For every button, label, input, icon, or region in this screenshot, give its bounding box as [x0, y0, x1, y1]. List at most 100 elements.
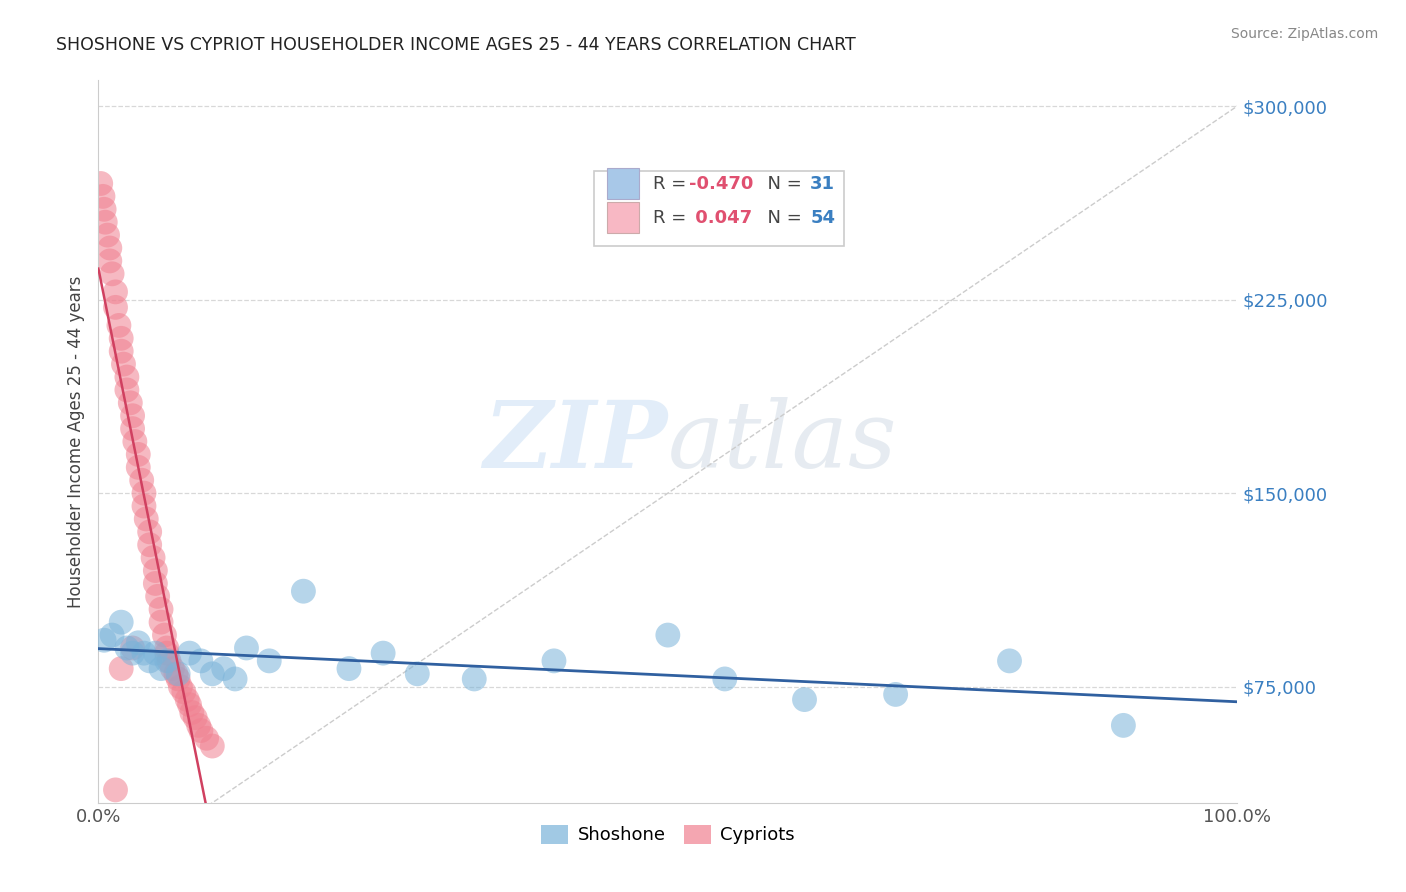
Point — [1112, 718, 1135, 732]
Point — [110, 662, 132, 676]
Point — [101, 628, 124, 642]
Text: R =: R = — [652, 175, 692, 193]
Text: 0.047: 0.047 — [689, 209, 752, 227]
Point — [112, 357, 135, 371]
Point — [153, 628, 176, 642]
Point — [121, 422, 143, 436]
Point — [135, 512, 157, 526]
Point — [127, 460, 149, 475]
Point — [371, 646, 394, 660]
Point — [121, 646, 143, 660]
Point — [108, 318, 131, 333]
Text: atlas: atlas — [668, 397, 897, 486]
Point — [142, 550, 165, 565]
Text: SHOSHONE VS CYPRIOT HOUSEHOLDER INCOME AGES 25 - 44 YEARS CORRELATION CHART: SHOSHONE VS CYPRIOT HOUSEHOLDER INCOME A… — [56, 36, 856, 54]
Point — [179, 646, 201, 660]
Point — [91, 189, 114, 203]
Text: -0.470: -0.470 — [689, 175, 754, 193]
Point — [138, 524, 160, 539]
Point — [179, 698, 201, 712]
Point — [98, 241, 121, 255]
FancyBboxPatch shape — [593, 170, 845, 246]
Point — [127, 447, 149, 461]
Point — [998, 654, 1021, 668]
Point — [150, 662, 173, 676]
Point — [132, 646, 155, 660]
Point — [120, 396, 142, 410]
Point — [150, 602, 173, 616]
Point — [176, 692, 198, 706]
Point — [104, 301, 127, 315]
Point — [543, 654, 565, 668]
Point — [165, 666, 187, 681]
Point — [115, 370, 138, 384]
Point — [173, 685, 195, 699]
Point — [110, 331, 132, 345]
Point — [463, 672, 485, 686]
Point — [110, 615, 132, 630]
Point — [101, 267, 124, 281]
Point — [132, 499, 155, 513]
Point — [212, 662, 235, 676]
Point — [138, 654, 160, 668]
Text: N =: N = — [755, 175, 807, 193]
Point — [156, 646, 179, 660]
Point — [406, 666, 429, 681]
Text: R =: R = — [652, 209, 692, 227]
Point — [127, 636, 149, 650]
Point — [115, 383, 138, 397]
Point — [259, 654, 281, 668]
Point — [793, 692, 815, 706]
Point — [201, 666, 224, 681]
Point — [104, 783, 127, 797]
Point — [180, 706, 202, 720]
Point — [884, 687, 907, 701]
Bar — [607, 202, 640, 233]
Point — [235, 640, 257, 655]
Point — [115, 640, 138, 655]
Point — [124, 434, 146, 449]
Point — [714, 672, 737, 686]
Point — [157, 654, 180, 668]
Text: 31: 31 — [810, 175, 835, 193]
Point — [90, 177, 112, 191]
Point — [131, 473, 153, 487]
Point — [93, 633, 115, 648]
Point — [150, 615, 173, 630]
Point — [145, 564, 167, 578]
Point — [138, 538, 160, 552]
Point — [156, 654, 179, 668]
Point — [169, 680, 191, 694]
Point — [187, 718, 209, 732]
Y-axis label: Householder Income Ages 25 - 44 years: Householder Income Ages 25 - 44 years — [66, 276, 84, 607]
Point — [121, 640, 143, 655]
Text: ZIP: ZIP — [484, 397, 668, 486]
Point — [156, 640, 179, 655]
Point — [145, 646, 167, 660]
Point — [162, 662, 184, 676]
Text: Source: ZipAtlas.com: Source: ZipAtlas.com — [1230, 27, 1378, 41]
Point — [121, 409, 143, 423]
Point — [94, 215, 117, 229]
Point — [98, 253, 121, 268]
Point — [184, 711, 207, 725]
Text: N =: N = — [755, 209, 807, 227]
Point — [104, 285, 127, 299]
Point — [110, 344, 132, 359]
Text: 54: 54 — [810, 209, 835, 227]
Point — [337, 662, 360, 676]
Point — [224, 672, 246, 686]
Bar — [607, 169, 640, 199]
Point — [146, 590, 169, 604]
Point — [132, 486, 155, 500]
Point — [167, 672, 190, 686]
Point — [145, 576, 167, 591]
Point — [201, 739, 224, 753]
Legend: Shoshone, Cypriots: Shoshone, Cypriots — [534, 818, 801, 852]
Point — [292, 584, 315, 599]
Point — [195, 731, 218, 746]
Point — [96, 228, 118, 243]
Point — [93, 202, 115, 217]
Point — [190, 654, 212, 668]
Point — [657, 628, 679, 642]
